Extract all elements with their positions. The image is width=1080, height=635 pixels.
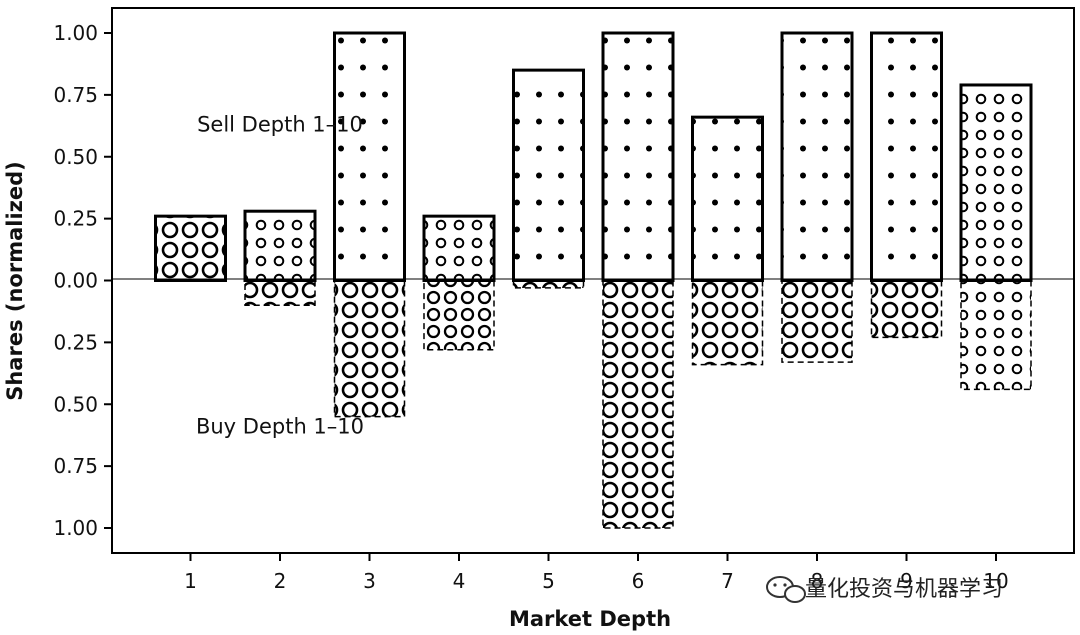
x-axis-ticks: 1 2 3 4 5 6 7 8 9 10 xyxy=(184,553,1009,593)
y-axis-title: Shares (normalized) xyxy=(3,161,27,401)
buy-bar-9 xyxy=(870,279,943,339)
x-tick-label: 5 xyxy=(542,569,555,593)
buy-bar-5 xyxy=(512,279,585,289)
y-tick-label: 0.25 xyxy=(53,330,98,354)
x-tick-label: 7 xyxy=(721,569,734,593)
buy-bar-3 xyxy=(333,279,406,418)
sell-bar-3 xyxy=(333,31,406,282)
buy-bar-2 xyxy=(244,279,316,306)
annotations-group: Sell Depth 1–10 Buy Depth 1–10 xyxy=(196,113,364,439)
sell-bar-9 xyxy=(870,31,943,282)
y-axis-ticks: 1.00 0.75 0.50 0.25 0.00 0.25 0.50 0.75 1.00 xyxy=(53,21,112,540)
sell-bar-4 xyxy=(422,214,496,282)
buy-bar-7 xyxy=(691,279,764,366)
x-tick-label: 3 xyxy=(363,569,376,593)
series-annotation: Sell Depth 1–10 xyxy=(197,113,363,137)
buy-bar-4 xyxy=(423,279,495,351)
y-tick-label: 0.00 xyxy=(53,269,98,293)
wechat-icon xyxy=(766,576,806,603)
sell-bar-8 xyxy=(780,31,854,282)
y-tick-label: 1.00 xyxy=(53,516,98,540)
bars-group xyxy=(154,31,1033,529)
y-tick-label: 0.25 xyxy=(53,207,98,231)
watermark-text: 量化投资与机器学习 xyxy=(805,577,1003,602)
sell-bar-2 xyxy=(243,209,317,282)
buy-bar-10 xyxy=(960,279,1032,391)
sell-bar-10 xyxy=(959,83,1033,282)
y-tick-label: 0.50 xyxy=(53,145,98,169)
buy-bar-6 xyxy=(602,279,674,529)
y-tick-label: 0.50 xyxy=(53,392,98,416)
watermark: 量化投资与机器学习 xyxy=(766,576,1003,603)
x-axis-title: Market Depth xyxy=(509,607,671,631)
x-tick-label: 4 xyxy=(453,569,466,593)
x-tick-label: 10 xyxy=(983,569,1008,593)
y-tick-label: 0.75 xyxy=(53,83,98,107)
sell-bar-7 xyxy=(691,115,764,283)
y-tick-label: 0.75 xyxy=(53,454,98,478)
x-tick-label: 8 xyxy=(811,569,824,593)
sell-bar-6 xyxy=(601,31,675,282)
x-tick-label: 9 xyxy=(900,569,913,593)
y-tick-label: 1.00 xyxy=(53,21,98,45)
sell-bar-1 xyxy=(154,214,227,282)
x-tick-label: 6 xyxy=(632,569,645,593)
x-tick-label: 2 xyxy=(274,569,287,593)
sell-bar-5 xyxy=(512,68,585,282)
buy-bar-8 xyxy=(781,279,853,363)
x-tick-label: 1 xyxy=(184,569,197,593)
series-annotation: Buy Depth 1–10 xyxy=(196,415,364,439)
